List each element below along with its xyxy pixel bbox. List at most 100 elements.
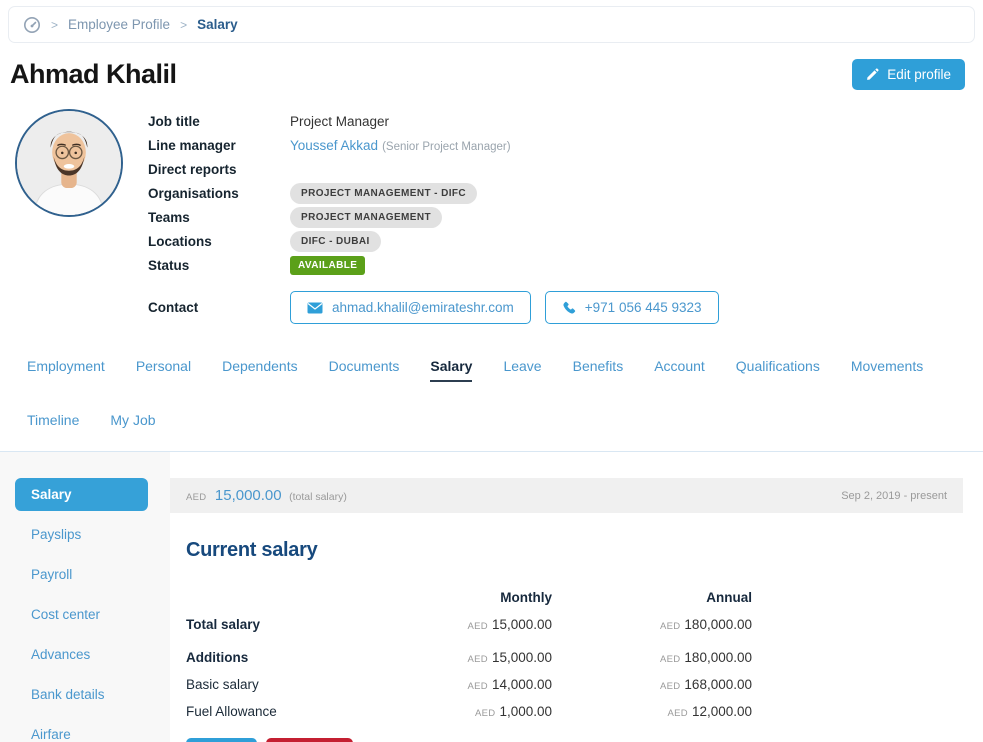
field-teams: Teams PROJECT MANAGEMENT <box>148 205 733 229</box>
profile-tabs: Employment Personal Dependents Documents… <box>0 358 983 452</box>
sidebar-item-airfare[interactable]: Airfare <box>31 727 71 742</box>
edit-profile-button[interactable]: Edit profile <box>852 59 965 90</box>
field-contact: Contact ahmad.khalil@emirateshr.com +971… <box>148 291 733 324</box>
salary-content: AED 15,000.00 (total salary) Sep 2, 2019… <box>170 452 983 742</box>
currency-label: AED <box>467 654 488 665</box>
currency-label: AED <box>475 708 496 719</box>
field-line-manager: Line manager Youssef Akkad (Senior Projec… <box>148 133 733 157</box>
currency-label: AED <box>467 681 488 692</box>
phone-button[interactable]: +971 056 445 9323 <box>544 291 719 324</box>
page-title: Ahmad Khalil <box>10 59 177 89</box>
currency-label: AED <box>659 681 681 692</box>
email-label: ahmad.khalil@emirateshr.com <box>332 300 514 315</box>
delete-salary-button[interactable]: Delete <box>266 738 354 742</box>
field-label: Contact <box>148 300 199 315</box>
field-label: Organisations <box>148 185 239 201</box>
row-label: Basic salary <box>186 677 259 692</box>
total-salary-amount: 15,000.00 <box>214 486 282 504</box>
phone-label: +971 056 445 9323 <box>584 300 702 315</box>
field-label: Locations <box>148 233 212 249</box>
tab-salary[interactable]: Salary <box>430 358 473 382</box>
edit-salary-button[interactable]: Edit <box>186 738 258 742</box>
currency-label: AED <box>667 708 688 719</box>
row-label: Total salary <box>186 617 261 632</box>
tab-leave[interactable]: Leave <box>503 358 542 374</box>
field-locations: Locations DIFC - DUBAI <box>148 229 733 253</box>
row-label: Fuel Allowance <box>186 704 277 719</box>
field-label: Line manager <box>148 137 236 153</box>
column-monthly: Monthly <box>500 590 552 605</box>
line-manager-link[interactable]: Youssef Akkad <box>290 137 379 153</box>
field-organisations: Organisations PROJECT MANAGEMENT - DIFC <box>148 181 733 205</box>
annual-value: 180,000.00 <box>684 617 752 632</box>
job-title-value: Project Manager <box>290 113 390 129</box>
breadcrumb-separator: > <box>51 17 59 32</box>
currency-label: AED <box>659 621 681 632</box>
tab-benefits[interactable]: Benefits <box>572 358 624 374</box>
annual-value: 12,000.00 <box>691 704 752 719</box>
salary-table-header: Monthly Annual <box>186 584 752 611</box>
tab-account[interactable]: Account <box>654 358 705 374</box>
field-status: Status AVAILABLE <box>148 253 733 277</box>
breadcrumb-salary: Salary <box>197 17 238 32</box>
field-label: Job title <box>148 113 200 129</box>
column-annual: Annual <box>706 590 752 605</box>
tab-employment[interactable]: Employment <box>27 358 105 374</box>
salary-table: Monthly Annual Total salary AED 15,000.00… <box>186 584 752 725</box>
currency-label: AED <box>186 491 207 503</box>
sidebar-item-cost-center[interactable]: Cost center <box>31 607 101 622</box>
breadcrumb: > Employee Profile > Salary <box>8 6 975 43</box>
tab-qualifications[interactable]: Qualifications <box>735 358 820 374</box>
pencil-icon <box>866 68 879 81</box>
avatar <box>15 109 123 217</box>
table-row-total-salary: Total salary AED 15,000.00 AED 180,000.00 <box>186 611 752 638</box>
line-manager-title: (Senior Project Manager) <box>382 140 511 153</box>
annual-value: 180,000.00 <box>684 650 752 665</box>
field-job-title: Job title Project Manager <box>148 109 733 133</box>
sidebar-item-payslips[interactable]: Payslips <box>31 527 82 542</box>
organisation-badge[interactable]: PROJECT MANAGEMENT - DIFC <box>290 182 477 204</box>
sidebar-item-bank-details[interactable]: Bank details <box>31 687 105 702</box>
table-row-basic-salary: Basic salary AED 14,000.00 AED 168,000.00 <box>186 671 752 698</box>
dashboard-gauge-icon[interactable] <box>23 16 41 34</box>
tab-my-job[interactable]: My Job <box>110 412 156 428</box>
edit-profile-label: Edit profile <box>887 67 951 82</box>
salary-sidebar: Salary Payslips Payroll Cost center Adva… <box>0 452 170 742</box>
tab-documents[interactable]: Documents <box>328 358 400 374</box>
salary-period: Sep 2, 2019 - present <box>841 489 947 502</box>
tab-personal[interactable]: Personal <box>135 358 192 374</box>
email-button[interactable]: ahmad.khalil@emirateshr.com <box>290 291 531 324</box>
envelope-icon <box>307 302 323 314</box>
salary-summary-bar: AED 15,000.00 (total salary) Sep 2, 2019… <box>170 478 963 513</box>
table-row-additions: Additions AED 15,000.00 AED 180,000.00 <box>186 644 752 671</box>
monthly-value: 15,000.00 <box>491 650 552 665</box>
sidebar-item-advances[interactable]: Advances <box>31 647 91 662</box>
salary-actions: Edit Delete <box>186 738 963 742</box>
page-header: Ahmad Khalil Edit profile <box>0 43 983 98</box>
tab-timeline[interactable]: Timeline <box>27 412 80 428</box>
sidebar-item-salary[interactable]: Salary <box>15 478 148 511</box>
location-badge[interactable]: DIFC - DUBAI <box>290 230 381 252</box>
team-badge[interactable]: PROJECT MANAGEMENT <box>290 206 442 228</box>
currency-label: AED <box>659 654 681 665</box>
profile-fields: Job title Project Manager Line manager Y… <box>148 104 733 324</box>
breadcrumb-employee-profile[interactable]: Employee Profile <box>68 17 171 32</box>
tab-dependents[interactable]: Dependents <box>222 358 298 374</box>
currency-label: AED <box>467 621 488 632</box>
monthly-value: 14,000.00 <box>491 677 552 692</box>
row-label: Additions <box>186 650 249 665</box>
annual-value: 168,000.00 <box>684 677 752 692</box>
total-salary-note: (total salary) <box>289 490 347 503</box>
tab-movements[interactable]: Movements <box>850 358 924 374</box>
breadcrumb-separator: > <box>180 17 188 32</box>
monthly-value: 15,000.00 <box>491 617 552 632</box>
phone-icon <box>562 301 576 315</box>
sidebar-item-payroll[interactable]: Payroll <box>31 567 73 582</box>
field-label: Teams <box>148 209 190 225</box>
field-label: Direct reports <box>148 161 237 177</box>
table-row-fuel-allowance: Fuel Allowance AED 1,000.00 AED 12,000.00 <box>186 698 752 725</box>
status-badge: AVAILABLE <box>290 255 366 275</box>
field-label: Status <box>148 257 190 273</box>
field-direct-reports: Direct reports <box>148 157 733 181</box>
profile-section: Job title Project Manager Line manager Y… <box>0 98 983 324</box>
